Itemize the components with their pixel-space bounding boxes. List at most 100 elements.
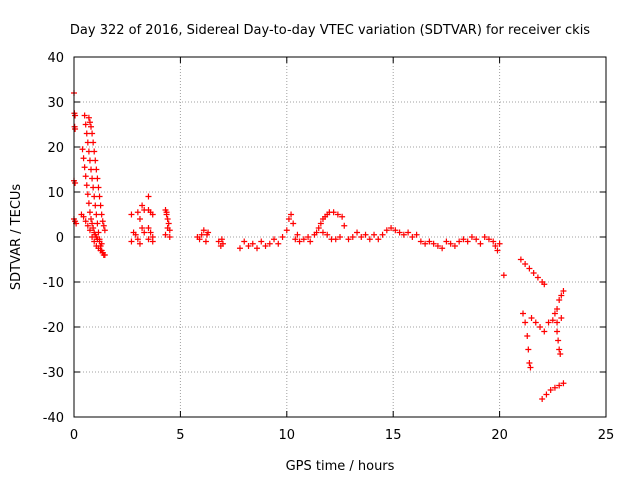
data-point (136, 216, 143, 222)
data-point (236, 245, 243, 252)
data-point (527, 364, 534, 371)
x-tick-label: 5 (176, 428, 184, 443)
data-point (558, 292, 565, 299)
data-point (549, 317, 556, 324)
data-point (560, 380, 567, 387)
data-point (400, 231, 407, 238)
data-point (84, 139, 91, 146)
data-point (88, 123, 95, 130)
data-point (496, 240, 503, 247)
data-point (555, 337, 562, 344)
data-point (98, 211, 105, 218)
data-point (147, 229, 154, 236)
data-point (294, 231, 301, 238)
data-point (481, 234, 488, 240)
data-point (526, 265, 533, 272)
data-point (132, 231, 139, 238)
data-point (290, 220, 297, 227)
data-point (86, 209, 93, 216)
data-point (166, 234, 173, 240)
data-point (556, 382, 563, 389)
data-point (315, 225, 322, 231)
x-tick-label: 0 (70, 428, 78, 443)
data-point (98, 240, 105, 247)
data-point (149, 238, 156, 245)
data-point (85, 114, 92, 121)
data-point (541, 328, 548, 335)
data-point (81, 112, 88, 119)
data-point (218, 236, 225, 243)
data-point (88, 216, 95, 222)
data-point (85, 148, 92, 155)
data-point (92, 202, 99, 209)
data-point (526, 360, 533, 366)
data-point (556, 346, 563, 353)
data-point (149, 211, 156, 218)
data-point (205, 229, 212, 236)
data-point (198, 231, 205, 238)
x-tick-label: 10 (279, 428, 296, 443)
data-point (93, 166, 100, 173)
y-tick-label: 20 (47, 141, 64, 156)
data-point (72, 180, 79, 186)
data-point (464, 238, 471, 245)
data-point (522, 261, 529, 267)
data-point (547, 387, 554, 393)
data-point (79, 146, 86, 153)
data-point (447, 240, 454, 247)
data-point (358, 234, 365, 240)
data-point (72, 126, 79, 132)
data-point (101, 227, 108, 234)
data-point (439, 245, 446, 252)
data-point (532, 319, 539, 326)
data-point (136, 240, 143, 247)
y-tick-label: -10 (43, 276, 64, 291)
y-tick-label: 40 (47, 51, 64, 66)
data-point (409, 234, 416, 240)
data-point (375, 236, 382, 243)
data-point (82, 173, 89, 180)
data-point (396, 229, 403, 236)
data-point (551, 310, 558, 317)
data-point (92, 157, 99, 164)
data-point (534, 274, 541, 281)
data-point (100, 222, 107, 229)
data-point (91, 238, 98, 245)
data-point (554, 328, 561, 335)
data-point (473, 236, 480, 243)
data-point (84, 222, 91, 229)
data-point (383, 227, 390, 234)
data-point (89, 220, 96, 227)
y-tick-label: -30 (43, 366, 64, 381)
data-point (200, 227, 207, 234)
data-point (313, 229, 320, 236)
data-point (288, 211, 295, 218)
series-arc-c (85, 114, 108, 234)
data-point (300, 236, 307, 243)
data-point (417, 238, 424, 245)
data-point (545, 319, 552, 326)
data-point (388, 225, 395, 231)
data-point (91, 193, 98, 200)
plot-frame (73, 56, 607, 418)
data-point (520, 310, 527, 317)
data-point (81, 164, 88, 171)
data-point (145, 225, 152, 231)
series-arc-d (78, 211, 108, 258)
data-point (262, 243, 269, 249)
data-point (93, 211, 100, 218)
data-point (337, 234, 343, 240)
data-point (134, 236, 141, 243)
data-point (165, 220, 172, 227)
data-point (541, 281, 548, 288)
data-point (554, 306, 561, 312)
data-point (305, 234, 312, 240)
data-point (96, 193, 103, 200)
data-point (162, 231, 169, 238)
data-point (525, 346, 532, 353)
data-point (91, 148, 98, 155)
data-point (543, 391, 550, 398)
data-point (528, 315, 535, 321)
data-point (362, 231, 369, 238)
